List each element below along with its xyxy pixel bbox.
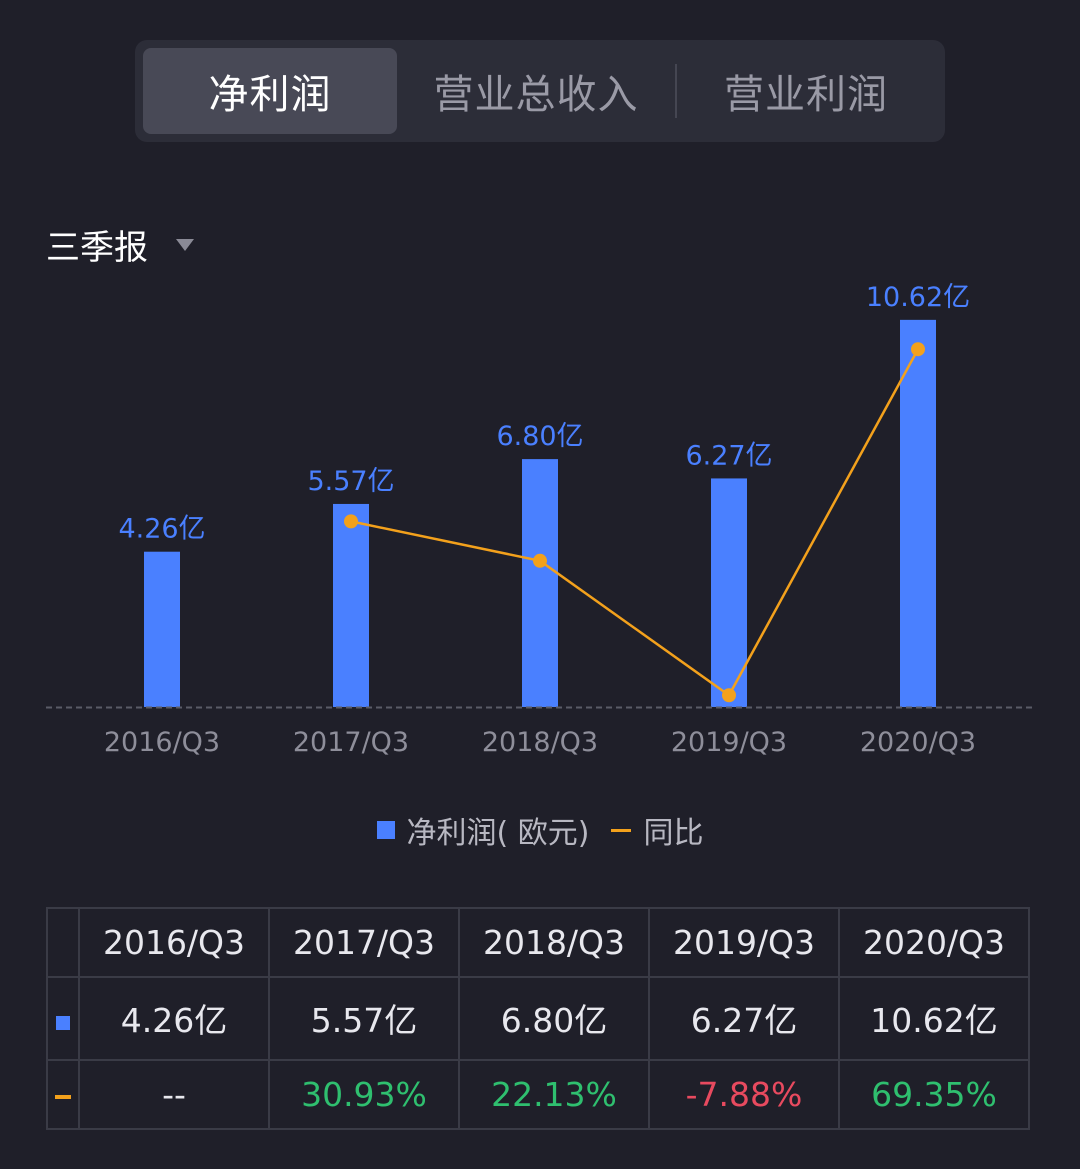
x-tick-label: 2019/Q3 bbox=[671, 727, 787, 758]
x-tick-label: 2020/Q3 bbox=[860, 727, 976, 758]
table-cell: 6.80亿 bbox=[458, 975, 650, 1062]
caret-down-icon bbox=[176, 238, 194, 251]
table-cell: 30.93% bbox=[268, 1059, 460, 1130]
table-header-cell: 2018/Q3 bbox=[458, 907, 650, 978]
table-header-cell: 2019/Q3 bbox=[648, 907, 840, 978]
legend-line-label: 同比 bbox=[643, 816, 704, 851]
bar-2020/Q3 bbox=[900, 319, 936, 707]
row-marker-cell bbox=[46, 975, 80, 1062]
table-header-cell: 2017/Q3 bbox=[268, 907, 460, 978]
table-cell: 22.13% bbox=[458, 1059, 650, 1130]
table-corner-cell bbox=[46, 907, 80, 978]
bar-value-label: 6.80亿 bbox=[496, 421, 583, 452]
bar-value-label: 4.26亿 bbox=[118, 514, 205, 545]
yoy-point-2019/Q3 bbox=[722, 688, 736, 703]
legend-bar-swatch-icon bbox=[376, 821, 395, 839]
bar-2018/Q3 bbox=[522, 459, 558, 707]
table-cell: 69.35% bbox=[838, 1059, 1030, 1130]
table-cell: 5.57亿 bbox=[268, 975, 460, 1062]
table-cell: -- bbox=[78, 1059, 270, 1130]
yoy-point-2018/Q3 bbox=[533, 553, 547, 568]
chart-legend: 净利润( 欧元) 同比 bbox=[0, 808, 1080, 852]
table-cell: 4.26亿 bbox=[78, 975, 270, 1062]
table-header-row: 2016/Q3 2017/Q3 2018/Q3 2019/Q3 2020/Q3 bbox=[46, 907, 1030, 978]
bar-value-label: 10.62亿 bbox=[866, 282, 970, 313]
legend-line-swatch-icon bbox=[611, 828, 632, 832]
period-label: 三季报 bbox=[46, 228, 148, 268]
metric-tabs: 净利润 营业总收入 营业利润 bbox=[135, 40, 945, 142]
bar-2017/Q3 bbox=[333, 503, 369, 707]
table-cell: 6.27亿 bbox=[648, 975, 840, 1062]
table-cell: 10.62亿 bbox=[838, 975, 1030, 1062]
net-profit-chart: 4.26亿 5.57亿 6.80亿 6.27亿 10.62亿 2016/Q3 2017/Q3… bbox=[46, 282, 1034, 758]
tab-divider bbox=[675, 64, 677, 118]
table-row-yoy: -- 30.93% 22.13% -7.88% 69.35% bbox=[46, 1059, 1030, 1130]
x-tick-label: 2016/Q3 bbox=[104, 727, 220, 758]
x-tick-label: 2018/Q3 bbox=[482, 727, 598, 758]
yoy-point-2020/Q3 bbox=[911, 342, 925, 357]
line-marker-icon bbox=[55, 1094, 71, 1099]
bar-value-label: 6.27亿 bbox=[685, 440, 772, 471]
table-cell: -7.88% bbox=[648, 1059, 840, 1130]
table-header-cell: 2016/Q3 bbox=[78, 907, 270, 978]
period-selector[interactable]: 三季报 bbox=[46, 220, 194, 269]
bar-2019/Q3 bbox=[711, 478, 747, 707]
data-table: 2016/Q3 2017/Q3 2018/Q3 2019/Q3 2020/Q3 … bbox=[46, 907, 1030, 1130]
table-row-net-profit: 4.26亿 5.57亿 6.80亿 6.27亿 10.62亿 bbox=[46, 975, 1030, 1062]
table-header-cell: 2020/Q3 bbox=[838, 907, 1030, 978]
bar-2016/Q3 bbox=[144, 551, 180, 707]
bar-marker-icon bbox=[56, 1015, 70, 1030]
row-marker-cell bbox=[46, 1059, 80, 1130]
x-tick-label: 2017/Q3 bbox=[293, 727, 409, 758]
tab-operating-profit[interactable]: 营业利润 bbox=[724, 72, 888, 118]
bar-value-label: 5.57亿 bbox=[307, 466, 394, 497]
yoy-point-2017/Q3 bbox=[344, 514, 358, 529]
tab-total-revenue[interactable]: 营业总收入 bbox=[433, 72, 639, 118]
tab-net-profit[interactable]: 净利润 bbox=[143, 48, 397, 134]
yoy-line bbox=[350, 348, 920, 698]
legend-bar-label: 净利润( 欧元) bbox=[406, 816, 590, 851]
